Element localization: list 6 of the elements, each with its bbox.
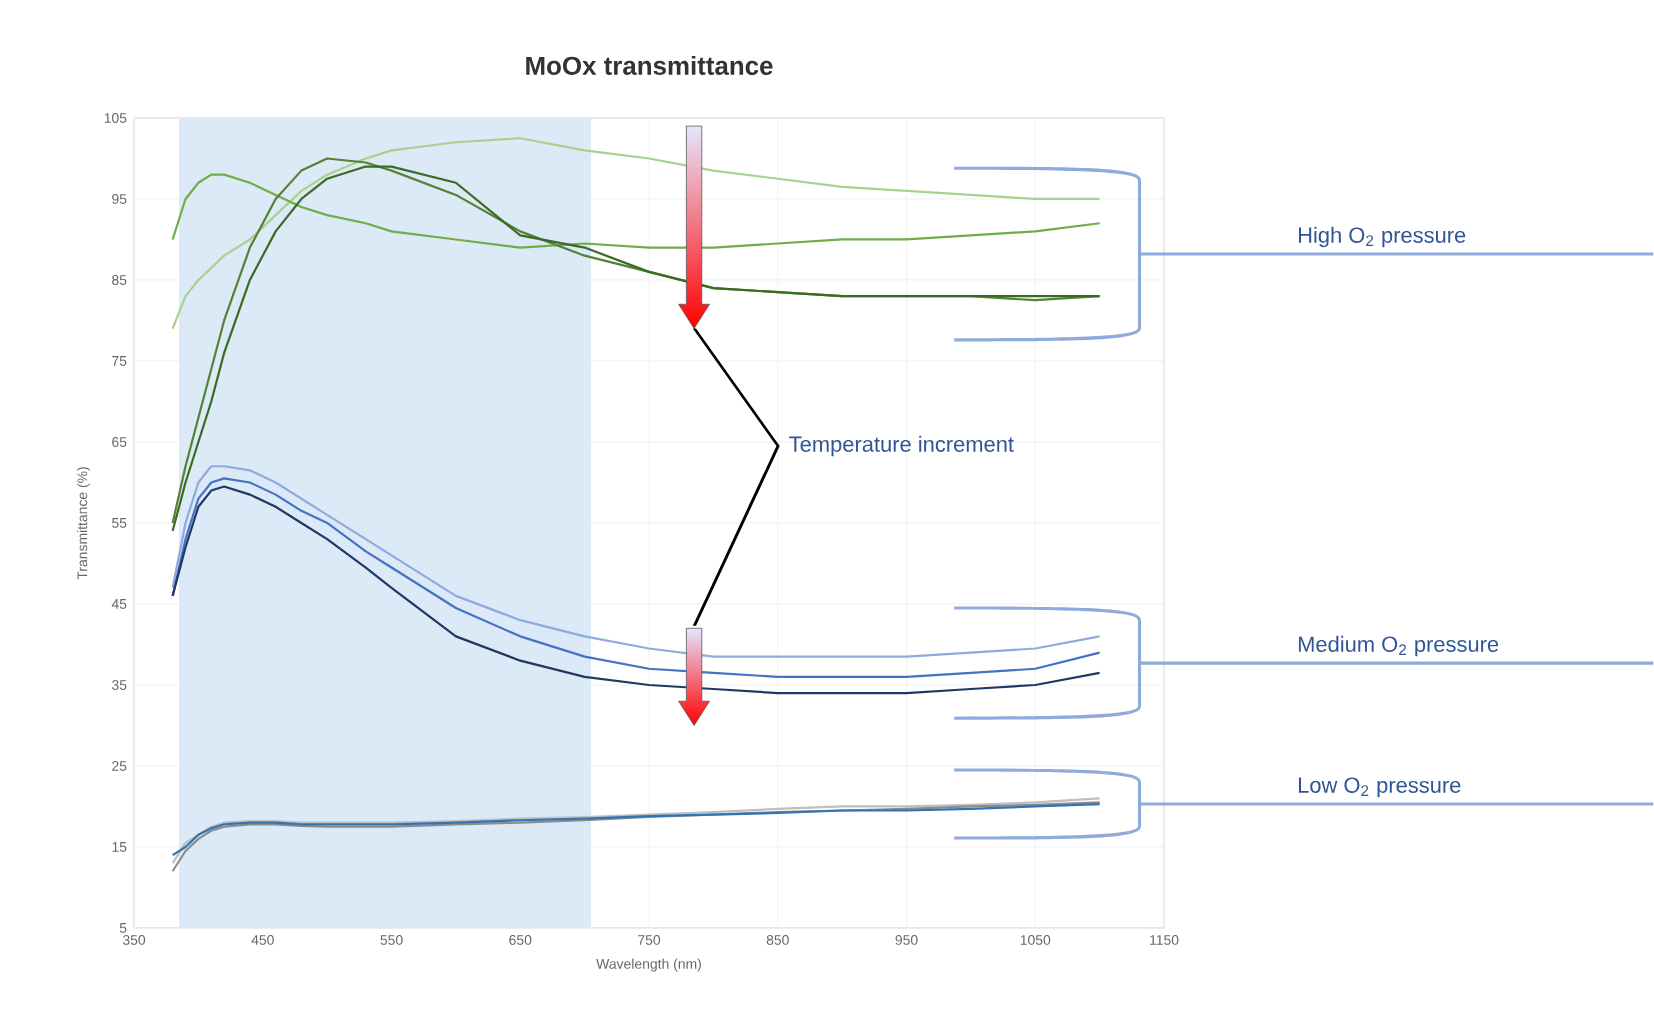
text: Medium O$_{2}$ pressure <box>1298 635 1499 657</box>
text: High O$_{2}$ pressure <box>1298 226 1466 248</box>
annotation: Temperature increment <box>789 435 1014 457</box>
line-series <box>171 173 1101 249</box>
chart-title: MoOx transmittance <box>526 55 773 75</box>
text: Low O$_{2}$ pressure <box>1298 777 1461 798</box>
